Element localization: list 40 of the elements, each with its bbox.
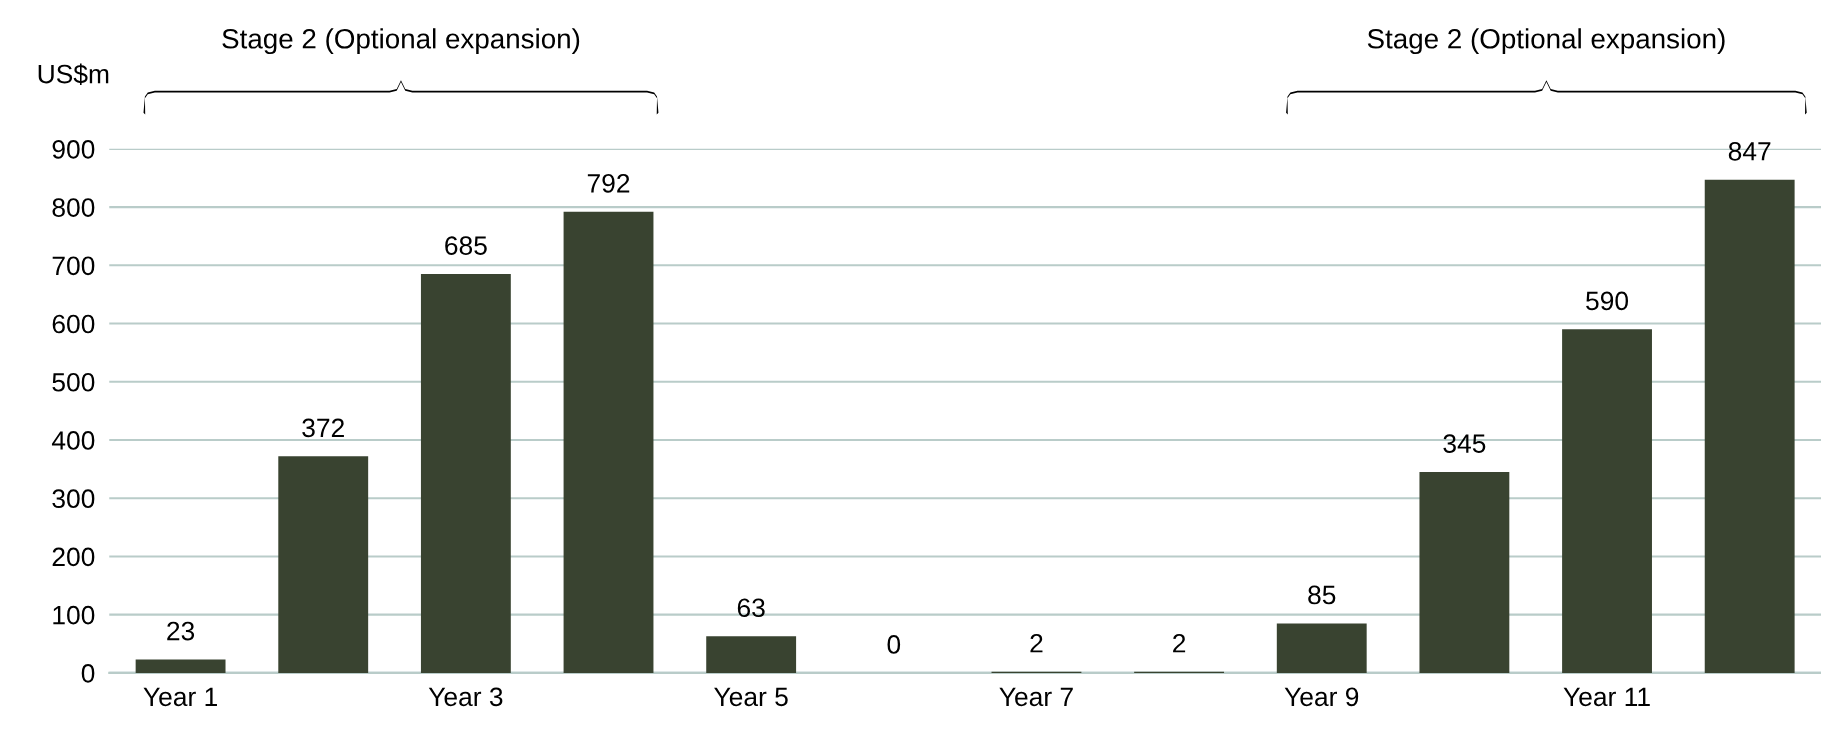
data-label: 345 [1443, 434, 1486, 453]
bar [1419, 472, 1510, 673]
data-label: 63 [737, 598, 765, 618]
x-tick-label: Year 7 [999, 687, 1073, 707]
text: Stage 2 (Optional expansion) [222, 28, 580, 55]
y-tick-label: 300 [52, 489, 95, 509]
y-tick-label: 0 [81, 664, 95, 683]
data-label: 685 [445, 236, 487, 255]
y-tick-label: 700 [52, 256, 95, 276]
bar [706, 636, 797, 673]
data-label: 372 [302, 418, 344, 438]
data-label: 792 [587, 173, 630, 193]
bar [278, 456, 369, 673]
bar [1562, 329, 1652, 673]
x-tick-label: Year 9 [1284, 687, 1359, 707]
data-label: 0 [887, 635, 901, 654]
bar [135, 659, 226, 673]
y-tick-label: 600 [52, 314, 95, 334]
data-label: 847 [1728, 141, 1771, 161]
y-tick-label: 900 [52, 140, 95, 159]
y-tick-label: 100 [53, 605, 95, 625]
y-tick-label: 500 [52, 372, 95, 392]
y-axis-title: US$m [38, 63, 109, 85]
data-label: 2 [1173, 633, 1186, 653]
y-tick-label: 200 [52, 547, 95, 567]
bar [1276, 623, 1367, 673]
text: Stage 2 (Optional expansion) [1367, 28, 1725, 55]
y-tick-label: 400 [51, 431, 95, 450]
x-tick-label: Year 5 [714, 687, 788, 707]
bar [563, 211, 654, 673]
data-label: 23 [167, 621, 195, 641]
data-label: 590 [1586, 291, 1629, 311]
bar [420, 274, 511, 673]
data-label: 85 [1308, 585, 1336, 605]
x-tick-label: Year 3 [428, 687, 503, 707]
x-tick-label: Year 1 [143, 687, 217, 707]
bar [1704, 179, 1795, 673]
data-label: 2 [1030, 633, 1043, 653]
x-tick-label: Year 11 [1563, 687, 1650, 707]
y-tick-label: 800 [52, 198, 95, 217]
